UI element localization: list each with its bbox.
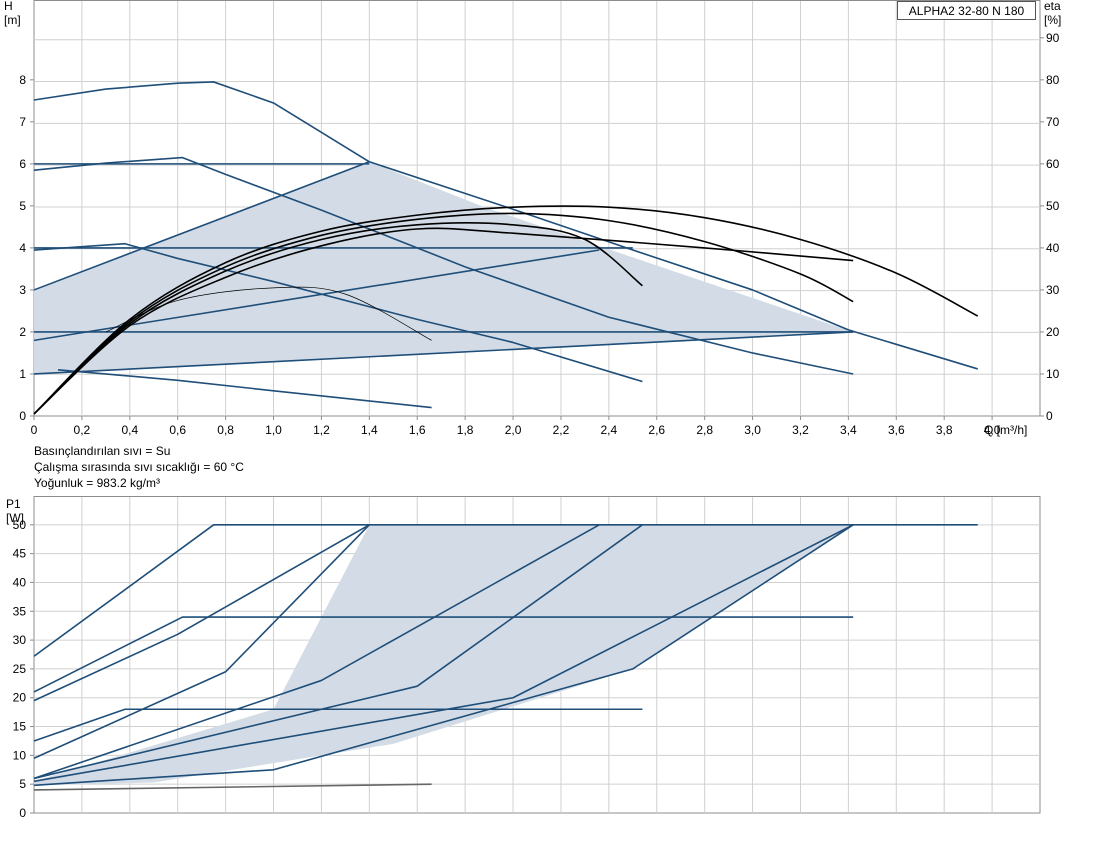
series-line [33, 242, 643, 383]
x-tick-label: 1,0 [265, 423, 282, 437]
y-axis-unit: [m] [4, 13, 21, 27]
x-tick-label: 0,8 [217, 423, 234, 437]
y2-tick-label: 0 [1046, 409, 1053, 423]
density-note: Yoğunluk = 983.2 kg/m³ [34, 476, 160, 490]
y-tick-label: 6 [19, 157, 26, 171]
y2-tick-label: 90 [1046, 31, 1060, 45]
series-line [33, 708, 643, 742]
x-tick-label: 1,4 [361, 423, 378, 437]
y2-tick-label: 40 [1046, 241, 1060, 255]
series-line [33, 524, 370, 759]
temperature-note: Çalışma sırasında sıvı sıcaklığı = 60 °C [34, 460, 244, 474]
series-line [57, 368, 432, 409]
y2-tick-label: 60 [1046, 157, 1060, 171]
series-line [33, 783, 432, 791]
x-tick-label: 0,6 [169, 423, 186, 437]
y-tick-label: 5 [19, 199, 26, 213]
x-tick-label: 3,8 [936, 423, 953, 437]
operating-region [34, 161, 854, 374]
power-chart: 0 5 10 15 20 25 30 35 40 45 50 P1[W] [6, 496, 1041, 820]
series-line [33, 331, 854, 375]
x-tick-label: 2,2 [553, 423, 570, 437]
series-line [33, 524, 854, 787]
y-tick-label: 20 [13, 691, 27, 705]
x-tick-label: 3,6 [888, 423, 905, 437]
x-tick-label: 3,4 [840, 423, 857, 437]
x-tick-label: 0,2 [74, 423, 91, 437]
x-tick-label: 0 [31, 423, 38, 437]
x-tick-label: 1,6 [409, 423, 426, 437]
y-tick-label: 3 [19, 283, 26, 297]
x-tick-label: 0,4 [121, 423, 138, 437]
x-tick-label: 3,0 [744, 423, 761, 437]
y-axis-unit: [W] [6, 511, 24, 525]
x-tick-label: 2,8 [696, 423, 713, 437]
y-tick-label: 0 [19, 806, 26, 820]
y-tick-label: 40 [13, 575, 27, 589]
x-tick-label: 2,0 [505, 423, 522, 437]
x-tick-label: 1,8 [457, 423, 474, 437]
series-line [33, 227, 854, 415]
y-tick-label: 35 [13, 604, 27, 618]
y-tick-label: 5 [19, 777, 26, 791]
x-tick-label: 3,2 [792, 423, 809, 437]
series-line [105, 286, 432, 341]
y-tick-label: 0 [19, 409, 26, 423]
y2-tick-label: 50 [1046, 199, 1060, 213]
y-axis-title: P1 [6, 497, 21, 511]
y-tick-label: 25 [13, 662, 27, 676]
operating-region [34, 524, 854, 786]
x-tick-label: 2,6 [648, 423, 665, 437]
y-tick-label: 15 [13, 720, 27, 734]
y2-tick-label: 10 [1046, 367, 1060, 381]
y2-tick-label: 70 [1046, 115, 1060, 129]
y2-tick-label: 80 [1046, 73, 1060, 87]
y2-axis-title: eta [1044, 0, 1061, 13]
y-tick-label: 45 [13, 547, 27, 561]
fluid-notes: Basınçlandırılan sıvı = Su Çalışma sıras… [34, 443, 244, 491]
series-line [33, 524, 643, 780]
y2-tick-label: 30 [1046, 283, 1060, 297]
series-line [33, 524, 370, 702]
y2-tick-label: 20 [1046, 325, 1060, 339]
fluid-note: Basınçlandırılan sıvı = Su [34, 444, 171, 458]
y-tick-label: 10 [13, 748, 27, 762]
y-axis-title: H [4, 0, 13, 13]
x-tick-label: 4,0 [984, 423, 1001, 437]
y-tick-label: 30 [13, 633, 27, 647]
y-tick-label: 4 [19, 241, 26, 255]
series-line [33, 205, 979, 415]
series-line [33, 616, 854, 693]
x-tick-label: 2,4 [601, 423, 618, 437]
series-line [33, 524, 978, 657]
series-line [33, 524, 854, 783]
x-tick-label: 1,2 [313, 423, 330, 437]
series-line [33, 222, 643, 415]
y2-axis-unit: [%] [1044, 13, 1061, 27]
y-tick-label: 50 [13, 518, 27, 532]
series-line [33, 161, 370, 291]
series-line [33, 524, 600, 780]
y-tick-label: 2 [19, 325, 26, 339]
pump-model-label: ALPHA2 32-80 N 180 [897, 1, 1036, 20]
y-tick-label: 7 [19, 115, 26, 129]
series-line [33, 156, 854, 375]
x-axis-title: Q [m³/h] [984, 423, 1027, 437]
y-tick-label: 8 [19, 73, 26, 87]
y-tick-label: 1 [19, 367, 26, 381]
